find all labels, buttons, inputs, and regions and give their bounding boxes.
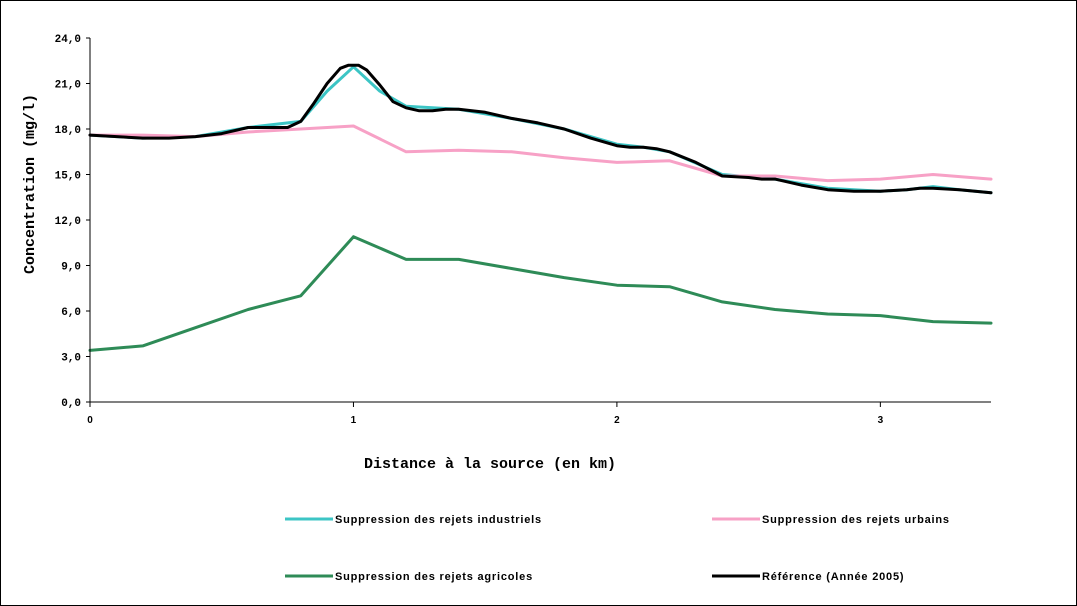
legend: Suppression des rejets industriels Suppre…	[285, 514, 950, 583]
y-ticks: 0,0 3,0 6,0 9,0 12,0 15,0 18,0 21,0 24,0	[55, 34, 90, 410]
x-tick-label: 1	[351, 415, 357, 426]
y-tick-label: 24,0	[55, 34, 81, 46]
series-line-3	[88, 235, 993, 352]
y-tick-label: 21,0	[55, 80, 81, 92]
legend-label: Référence (Année 2005)	[762, 571, 904, 583]
legend-label: Suppression des rejets agricoles	[335, 571, 533, 583]
y-tick-label: 18,0	[55, 125, 81, 137]
x-axis-title: Distance à la source (en km)	[364, 456, 616, 473]
x-ticks: 0 1 2 3	[87, 402, 884, 426]
y-tick-label: 9,0	[61, 262, 81, 274]
x-tick-label: 2	[614, 415, 620, 426]
series-line-1	[88, 65, 993, 195]
y-tick-label: 15,0	[55, 171, 81, 183]
legend-label: Suppression des rejets industriels	[335, 514, 542, 526]
y-tick-label: 6,0	[61, 307, 81, 319]
y-tick-label: 0,0	[61, 398, 81, 410]
legend-label: Suppression des rejets urbains	[762, 514, 950, 526]
y-tick-label: 12,0	[55, 216, 81, 228]
y-axis-title: Concentration (mg/l)	[22, 94, 39, 274]
x-tick-label: 0	[87, 415, 93, 426]
series-line-2	[88, 124, 993, 183]
x-tick-label: 3	[878, 415, 884, 426]
plot-lines	[88, 63, 993, 352]
series-line-4	[88, 63, 993, 195]
y-tick-label: 3,0	[61, 353, 81, 365]
